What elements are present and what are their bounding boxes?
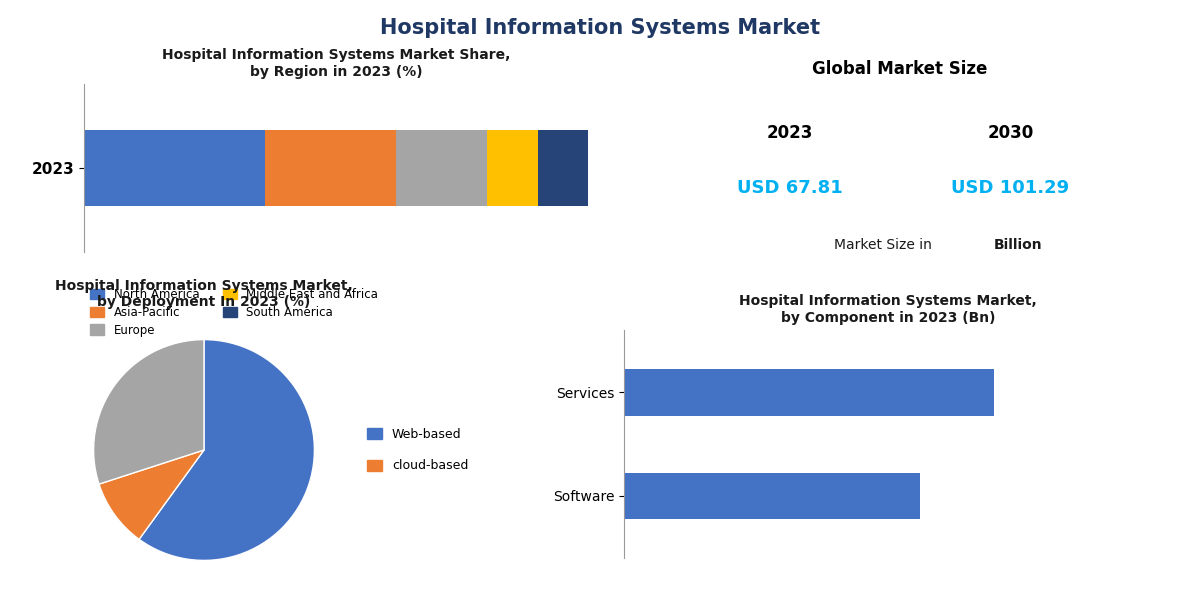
Title: Hospital Information Systems Market Share,
by Region in 2023 (%): Hospital Information Systems Market Shar… (162, 49, 510, 79)
Title: Hospital Information Systems Market,
by Deployment In 2023 (%): Hospital Information Systems Market, by … (55, 279, 353, 310)
Wedge shape (139, 340, 314, 560)
Bar (624, 369, 994, 415)
Bar (84, 130, 265, 206)
Bar (538, 130, 588, 206)
Legend: North America, Asia-Pacific, Europe, Middle East and Africa, South America: North America, Asia-Pacific, Europe, Mid… (90, 288, 378, 337)
Text: USD 67.81: USD 67.81 (737, 179, 842, 197)
Text: 2030: 2030 (988, 124, 1033, 142)
Bar (487, 130, 538, 206)
Legend: Web-based, cloud-based: Web-based, cloud-based (362, 422, 474, 478)
Title: Hospital Information Systems Market,
by Component in 2023 (Bn): Hospital Information Systems Market, by … (739, 295, 1037, 325)
Bar (624, 473, 919, 519)
Text: Hospital Information Systems Market: Hospital Information Systems Market (380, 18, 820, 38)
Text: Global Market Size: Global Market Size (812, 60, 988, 78)
Bar (265, 130, 396, 206)
Text: Market Size in: Market Size in (834, 238, 936, 252)
Text: Billion: Billion (994, 238, 1043, 252)
Bar (396, 130, 487, 206)
Wedge shape (94, 340, 204, 484)
Text: 2023: 2023 (767, 124, 812, 142)
Wedge shape (100, 450, 204, 539)
Text: USD 101.29: USD 101.29 (952, 179, 1069, 197)
